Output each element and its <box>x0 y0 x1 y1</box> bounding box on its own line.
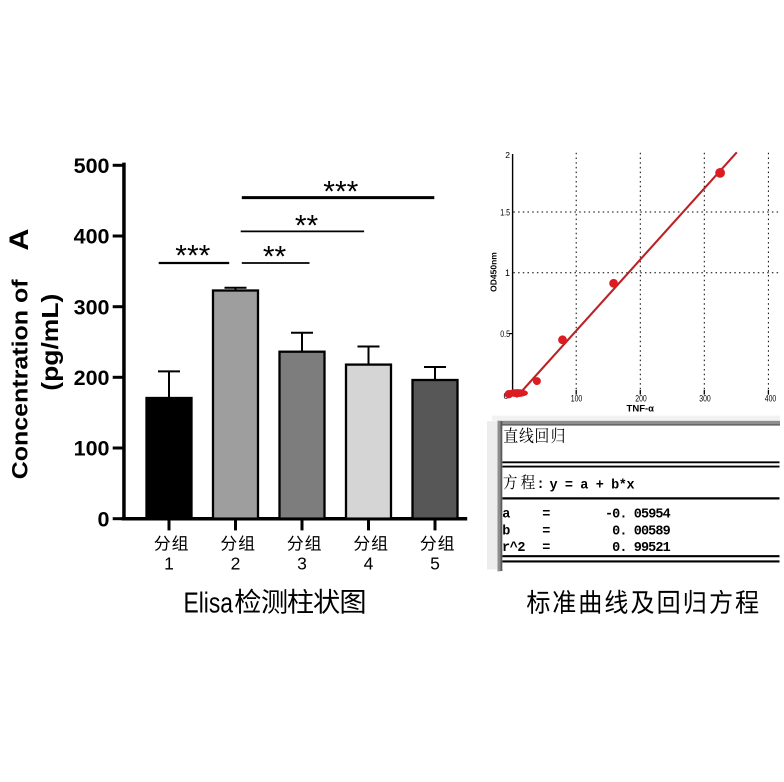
svg-text:3: 3 <box>297 554 307 574</box>
svg-text:y = a + b*x: y = a + b*x <box>550 479 635 494</box>
svg-text:2: 2 <box>505 150 510 160</box>
svg-text:***: *** <box>323 176 358 209</box>
svg-text:b: b <box>502 524 510 539</box>
svg-text:=: = <box>542 507 550 522</box>
svg-text:A: A <box>5 229 35 251</box>
svg-text:=: = <box>542 541 550 556</box>
svg-text:200: 200 <box>74 366 110 390</box>
svg-text:***: *** <box>175 240 210 273</box>
svg-text:4: 4 <box>364 554 374 574</box>
svg-text:**: ** <box>263 240 287 273</box>
svg-text:OD450nm: OD450nm <box>489 252 499 292</box>
svg-text:r^2: r^2 <box>502 541 525 556</box>
svg-text:=: = <box>542 524 550 539</box>
svg-text:0.5: 0.5 <box>500 329 510 339</box>
svg-text:1: 1 <box>505 268 510 278</box>
svg-text::: : <box>537 478 545 493</box>
svg-text:0. 00589: 0. 00589 <box>612 524 670 539</box>
svg-text:Elisa: Elisa <box>184 587 234 619</box>
svg-text:2: 2 <box>231 554 241 574</box>
svg-text:0: 0 <box>98 507 110 531</box>
svg-text:200: 200 <box>635 394 647 404</box>
svg-text:-0. 05954: -0. 05954 <box>605 507 671 522</box>
svg-text:TNF-α: TNF-α <box>627 404 655 415</box>
svg-text:300: 300 <box>699 394 711 404</box>
svg-text:**: ** <box>295 209 319 242</box>
svg-text:a: a <box>502 507 510 522</box>
svg-text:Concentration of: Concentration of <box>8 279 32 479</box>
svg-text:0. 99521: 0. 99521 <box>612 541 670 556</box>
svg-text:100: 100 <box>74 437 110 461</box>
svg-text:(pg/mL): (pg/mL) <box>38 294 63 391</box>
svg-text:300: 300 <box>74 295 110 319</box>
svg-text:1.5: 1.5 <box>500 207 510 217</box>
svg-text:5: 5 <box>430 554 440 574</box>
svg-text:400: 400 <box>74 225 110 249</box>
svg-text:100: 100 <box>571 394 583 404</box>
svg-text:500: 500 <box>74 154 110 178</box>
svg-text:400: 400 <box>765 394 777 404</box>
svg-text:1: 1 <box>164 554 174 574</box>
